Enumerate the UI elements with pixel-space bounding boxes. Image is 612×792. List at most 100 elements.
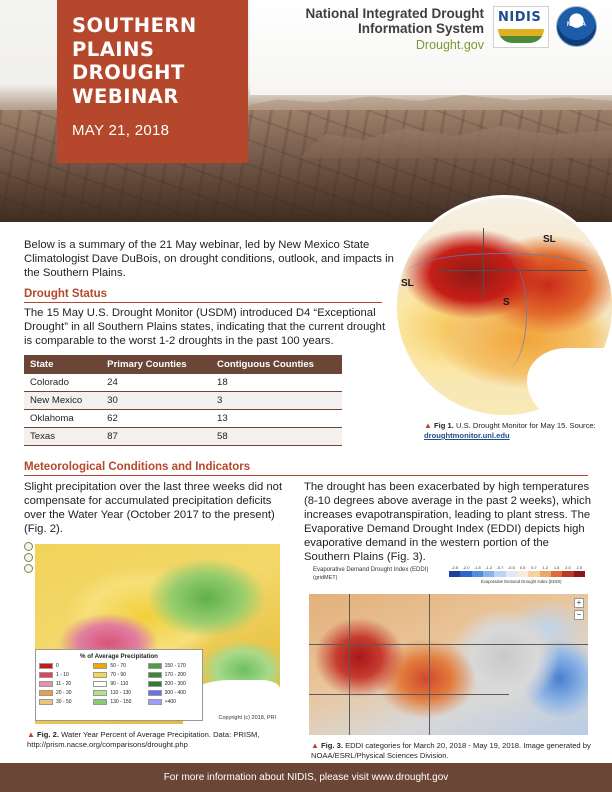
usdm-drought-map: SL SL S <box>397 198 612 415</box>
impact-label: S <box>503 297 510 308</box>
legend-label: 0 <box>56 663 59 669</box>
river-line <box>407 253 597 293</box>
legend-item: 20 - 30 <box>39 689 90 697</box>
fig2-label: Fig. 2. <box>37 730 59 739</box>
legend-label: 50 - 70 <box>110 663 126 669</box>
eddi-scale-swatch <box>460 571 472 577</box>
eddi-scale-tick: 0.7 <box>531 565 537 570</box>
triangle-icon: ▲ <box>424 421 432 430</box>
table-row: Oklahoma 62 13 <box>24 409 342 428</box>
legend-label: 70 - 90 <box>110 672 126 678</box>
eddi-scale-tick: -2.0 <box>462 565 470 570</box>
eddi-scale-swatch <box>516 571 529 577</box>
legend-item: 200 - 300 <box>147 680 199 688</box>
legend-swatch <box>93 681 108 687</box>
legend-swatch <box>93 690 108 696</box>
zoom-out-button[interactable]: − <box>574 610 584 620</box>
state-boundary <box>429 594 430 735</box>
table-row: New Mexico 30 3 <box>24 391 342 410</box>
eddi-paragraph: The drought has been exacerbated by high… <box>304 481 591 563</box>
eddi-scale-tick: -1.2 <box>485 565 493 570</box>
title-line-3: DROUGHT <box>72 61 185 84</box>
precipitation-map: % of Average Precipitation 0 50 - 70 150 -… <box>23 540 280 724</box>
fig2-caption-text: Water Year Percent of Average Precipitat… <box>27 730 260 749</box>
legend-swatch <box>39 681 53 687</box>
legend-item: 50 - 70 <box>93 662 144 670</box>
table-cell: 30 <box>101 391 212 410</box>
column-header: Contiguous Counties <box>211 355 342 374</box>
zoom-out-icon[interactable] <box>24 564 33 573</box>
title-line-2: PLAINS <box>72 37 155 61</box>
legend-label: 30 - 50 <box>56 699 72 705</box>
eddi-scale-tick: -0.7 <box>496 565 504 570</box>
fig1-caption-text: U.S. Drought Monitor for May 15. Source: <box>453 421 596 430</box>
zoom-in-button[interactable]: + <box>574 598 584 608</box>
precipitation-paragraph: Slight precipitation over the last three… <box>24 481 283 535</box>
eddi-scale-swatch <box>494 571 506 577</box>
triangle-icon: ▲ <box>27 730 35 739</box>
table-cell: 3 <box>211 391 342 410</box>
section-heading-meteorological: Meteorological Conditions and Indicators <box>24 461 588 476</box>
triangle-icon: ▲ <box>311 741 319 750</box>
eddi-scale-tick: 2.0 <box>565 565 571 570</box>
eddi-scale-swatch <box>539 571 551 577</box>
legend-swatch <box>93 672 108 678</box>
zoom-in-icon[interactable] <box>24 553 33 562</box>
legend-swatch <box>147 690 162 696</box>
table-cell: 18 <box>211 374 342 392</box>
state-boundary <box>349 594 350 735</box>
state-boundary <box>437 270 587 271</box>
eddi-scale-swatch <box>449 571 461 577</box>
map-copyright: Copyright (c) 2018, PRI <box>218 715 276 721</box>
org-url[interactable]: Drought.gov <box>415 38 484 52</box>
table-row: Colorado 24 18 <box>24 374 342 392</box>
legend-label: 20 - 30 <box>56 690 72 696</box>
legend-label: 11 - 20 <box>56 681 72 687</box>
org-name-line-1: National Integrated Drought <box>305 6 485 21</box>
eddi-scale-tick: 0.5 <box>519 565 526 570</box>
legend-label: 130 - 150 <box>110 699 132 705</box>
eddi-scale-swatch <box>550 571 563 577</box>
legend-label: 150 - 170 <box>164 663 186 669</box>
table-cell: 58 <box>211 427 342 446</box>
sky <box>250 0 612 95</box>
nidis-logo: NIDIS <box>493 6 549 48</box>
pan-icon[interactable] <box>24 542 33 551</box>
eddi-color-scale <box>449 571 585 577</box>
eddi-scale-swatch <box>562 571 574 577</box>
fig1-source-link[interactable]: droughtmonitor.unl.edu <box>424 431 510 440</box>
river-line <box>487 258 527 368</box>
map-zoom-controls[interactable] <box>23 540 35 600</box>
fig1-caption: ▲ Fig 1. U.S. Drought Monitor for May 15… <box>424 421 604 441</box>
eddi-scale-tick: -1.5 <box>473 565 481 570</box>
nidis-logo-arc <box>498 29 544 43</box>
impact-label: SL <box>543 234 556 245</box>
state-boundary <box>309 644 588 645</box>
legend-item: 300 - 400 <box>147 689 199 697</box>
eddi-scale-swatch <box>528 571 540 577</box>
fig3-caption: ▲ Fig. 3. EDDI categories for March 20, … <box>311 741 596 761</box>
title-line-4: WEBINAR <box>72 84 179 108</box>
noaa-logo-text: NOAA <box>566 21 587 28</box>
intro-paragraph: Below is a summary of the 21 May webinar… <box>24 239 394 279</box>
nidis-branding: National Integrated Drought Information … <box>300 6 485 54</box>
table-cell: Oklahoma <box>24 409 102 428</box>
fig3-caption-text: EDDI categories for March 20, 2018 - May… <box>311 741 591 760</box>
legend-swatch <box>93 699 108 705</box>
legend-label: 170 - 200 <box>164 672 186 678</box>
legend-item: 0 <box>39 662 90 670</box>
table-row: Texas 87 58 <box>24 427 342 446</box>
eddi-map-title: Evaporative Demand Drought Index (EDDI) <box>313 567 429 573</box>
legend-swatch <box>39 690 53 696</box>
legend-label: 1 - 10 <box>56 672 69 678</box>
legend-item: 1 - 10 <box>39 671 90 679</box>
table-cell: 87 <box>101 427 212 446</box>
legend-swatch <box>147 663 162 669</box>
legend-label: >400 <box>164 699 176 705</box>
eddi-shading: + − <box>309 594 588 735</box>
legend-swatch <box>147 681 162 687</box>
legend-label: 300 - 400 <box>164 690 186 696</box>
eddi-scale-caption: Evaporative Demand Drought Index (EDDI) <box>481 579 562 584</box>
column-header: Primary Counties <box>101 355 212 374</box>
eddi-map-subtitle: (gridMET) <box>313 575 338 581</box>
